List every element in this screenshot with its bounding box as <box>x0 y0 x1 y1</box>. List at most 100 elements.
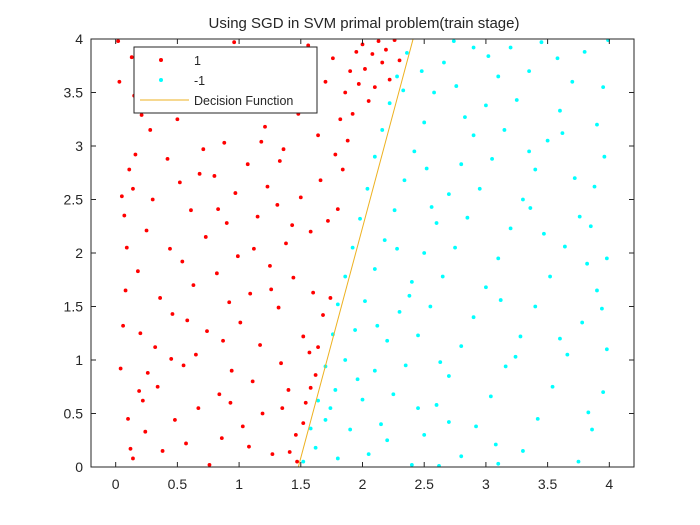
y-tick-label: 4 <box>75 31 83 47</box>
point-series-1 <box>521 449 525 453</box>
point-series-1 <box>459 454 464 459</box>
point-series-1 <box>348 69 353 73</box>
y-tick-label: 3.5 <box>64 85 84 101</box>
point-series-1 <box>535 416 540 421</box>
point-series-1 <box>496 256 501 261</box>
legend: 1 -1 Decision Function <box>133 46 318 114</box>
point-series-1 <box>269 287 274 292</box>
point-series-1 <box>228 400 233 405</box>
point-series-1 <box>301 421 306 426</box>
point-series-1 <box>255 214 260 219</box>
point-series-1 <box>604 347 609 352</box>
point-series-1 <box>508 226 513 231</box>
point-series-1 <box>600 306 604 311</box>
point-series-1 <box>333 388 338 392</box>
x-tick-label: 2 <box>359 476 367 492</box>
point-series-1 <box>387 101 392 106</box>
point-series-1 <box>303 400 308 405</box>
point-series-1 <box>307 350 312 355</box>
axis-ticks: 0 0.5 1 1.5 2 2.5 3 3.5 4 0 0.5 1 1.5 2 2.5 3 3.5 4 <box>64 31 634 492</box>
point-series-1 <box>518 334 523 339</box>
point-series-1 <box>370 52 375 56</box>
point-series-1 <box>555 56 560 61</box>
point-series-1 <box>372 267 377 271</box>
point-series-1 <box>155 384 160 389</box>
point-series-1 <box>372 368 377 373</box>
point-series-1 <box>144 228 149 233</box>
point-series-1 <box>570 79 575 84</box>
point-series-1 <box>484 285 488 290</box>
point-series-1 <box>205 329 209 334</box>
point-series-1 <box>119 194 124 199</box>
point-series-1 <box>293 433 298 437</box>
point-series-1 <box>212 174 217 178</box>
point-series-1 <box>333 152 338 157</box>
point-series-1 <box>542 231 546 236</box>
point-series-1 <box>434 403 439 407</box>
point-series-1 <box>235 254 240 259</box>
point-series-1 <box>326 219 330 223</box>
point-series-1 <box>308 426 313 431</box>
point-series-1 <box>395 246 399 251</box>
point-series-1 <box>165 156 170 161</box>
point-series-1 <box>586 410 591 415</box>
legend-box <box>133 46 318 114</box>
point-series-1 <box>366 452 371 457</box>
point-series-1 <box>248 291 253 296</box>
point-series-1 <box>338 117 343 122</box>
point-series-1 <box>116 39 121 44</box>
point-series-1 <box>486 54 491 59</box>
point-series-1 <box>496 74 501 79</box>
point-series-1 <box>428 304 433 309</box>
point-series-1 <box>453 245 457 250</box>
point-series-1 <box>358 216 362 221</box>
point-series-1 <box>577 214 582 219</box>
point-series-1 <box>446 420 451 424</box>
point-series-1 <box>365 186 370 191</box>
point-series-1 <box>395 74 399 79</box>
point-series-1 <box>316 133 320 138</box>
point-series-1 <box>422 433 427 437</box>
point-series-1 <box>508 45 513 50</box>
point-series-1 <box>397 58 402 63</box>
point-series-1 <box>343 90 348 95</box>
point-series-1 <box>196 406 201 411</box>
point-series-1 <box>247 444 251 449</box>
point-series-1 <box>123 288 128 293</box>
point-series-1 <box>224 221 229 225</box>
point-series-1 <box>133 152 138 157</box>
point-series-1 <box>385 438 390 443</box>
point-series-1 <box>281 147 286 152</box>
point-series-1 <box>602 154 607 159</box>
point-series-1 <box>308 385 313 390</box>
point-series-1 <box>493 442 498 447</box>
point-series-1 <box>434 221 439 225</box>
x-tick-label: 3.5 <box>538 476 558 492</box>
point-series-1 <box>354 49 359 54</box>
point-series-1 <box>321 313 325 317</box>
point-series-1 <box>131 186 135 191</box>
point-series-1 <box>143 429 148 434</box>
point-series-1 <box>527 149 532 154</box>
point-series-1 <box>488 394 493 399</box>
point-series-1 <box>221 338 225 343</box>
point-series-1 <box>422 251 427 255</box>
point-series-1 <box>590 427 594 432</box>
point-series-1 <box>145 370 150 375</box>
point-series-1 <box>286 388 291 392</box>
point-series-1 <box>350 245 355 250</box>
point-series-1 <box>572 176 577 181</box>
point-series-1 <box>580 320 585 325</box>
point-series-1 <box>502 128 507 132</box>
point-series-1 <box>402 178 407 183</box>
point-series-1 <box>558 336 562 341</box>
y-tick-label: 0 <box>75 459 83 475</box>
y-tick-label: 1.5 <box>64 299 84 315</box>
point-series-1 <box>122 213 127 218</box>
point-series-1 <box>471 133 476 138</box>
x-tick-label: 2.5 <box>414 476 434 492</box>
point-series-1 <box>185 318 190 323</box>
point-series-1 <box>330 56 335 61</box>
chart-title: Using SGD in SVM primal problem(train st… <box>209 15 520 32</box>
point-series-1 <box>335 207 340 212</box>
